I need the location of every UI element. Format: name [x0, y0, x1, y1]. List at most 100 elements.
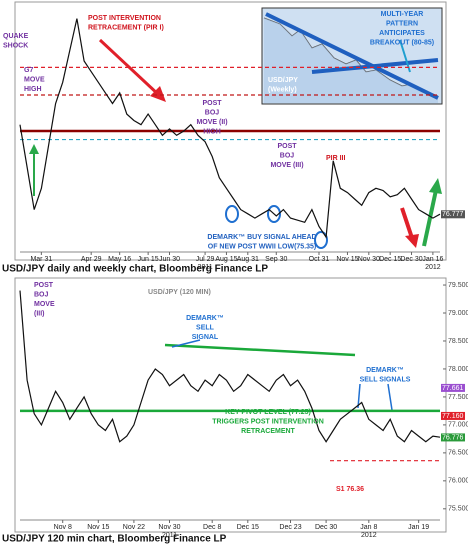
year-label: 2012	[361, 532, 377, 539]
annotation: MOVE	[34, 301, 55, 308]
x-tick-label: Dec 15	[237, 524, 259, 531]
annotation: RETRACEMENT	[241, 428, 295, 435]
annotation: SELL SIGNALS	[360, 376, 411, 383]
annotation: PATTERN	[386, 20, 418, 27]
y-tick-label: 79.000	[448, 310, 468, 317]
price-tag-label: 77.661	[442, 385, 464, 392]
x-tick-label: May 16	[108, 256, 131, 263]
trend-line	[164, 343, 356, 357]
x-tick-label: Jan 19	[408, 524, 429, 531]
price-line	[19, 290, 441, 443]
price-tag	[441, 210, 465, 219]
annotation: BOJ	[280, 152, 295, 159]
x-tick-label: Nov 30	[158, 524, 180, 531]
y-tick-label: 76.500	[448, 450, 468, 457]
weekly-inset	[261, 7, 443, 105]
x-tick-label: Jul 29	[196, 256, 215, 263]
arrow	[422, 189, 438, 247]
annotation: KEY PIVOT LEVEL (77.25)	[225, 409, 311, 416]
caption: USD/JPY 120 min chart, Bloomberg Finance…	[2, 534, 227, 545]
price-tag-label: 77.160	[442, 413, 464, 420]
arrowhead	[29, 144, 39, 154]
arrow	[387, 383, 393, 411]
annotation: QUAKE	[3, 33, 29, 40]
arrow	[357, 383, 361, 409]
y-tick-label: 78.000	[448, 366, 468, 373]
x-tick-label: Dec 15	[379, 256, 401, 263]
arrowhead	[150, 86, 166, 102]
annotation: BREAKOUT (80-85)	[370, 39, 434, 46]
annotation: SIGNAL	[192, 334, 219, 341]
signal-circle	[314, 231, 328, 249]
inset-area	[264, 18, 438, 103]
y-tick-label: 78.500	[448, 338, 468, 345]
x-tick-label: Dec 30	[315, 524, 337, 531]
annotation: POST	[277, 143, 297, 150]
x-tick-label: Jan 16	[422, 256, 443, 263]
price-line	[19, 18, 441, 239]
annotation: HIGH	[24, 86, 42, 93]
trend-line	[311, 58, 439, 74]
y-tick-label: 75.500	[448, 506, 468, 513]
annotation: DEMARK™ BUY SIGNAL AHEAD	[207, 234, 316, 241]
x-tick-label: Dec 23	[279, 524, 301, 531]
x-tick-label: Aug 31	[237, 256, 259, 263]
x-tick-label: Nov 22	[123, 524, 145, 531]
x-tick-label: Nov 15	[336, 256, 358, 263]
caption: USD/JPY daily and weekly chart, Bloomber…	[2, 264, 268, 275]
x-tick-label: Jan 8	[360, 524, 377, 531]
y-tick-label: 77.000	[448, 422, 468, 429]
annotation: HIGH	[203, 128, 221, 135]
y-tick-label: 77.500	[448, 394, 468, 401]
annotation: PIR III	[326, 155, 346, 162]
x-tick-label: Nov 15	[87, 524, 109, 531]
annotation: POST	[202, 100, 222, 107]
year-label: 2011	[198, 264, 213, 271]
signal-circle	[267, 205, 281, 223]
panel-frame	[14, 277, 447, 533]
x-tick-label: Aug 15	[215, 256, 237, 263]
annotation: ANTICIPATES	[379, 30, 425, 37]
annotation: OF NEW POST WWII LOW(75.35)	[208, 243, 317, 250]
price-tag	[441, 383, 465, 392]
arrowhead	[405, 234, 419, 248]
x-tick-label: Nov 8	[54, 524, 72, 531]
annotation: BOJ	[34, 291, 49, 298]
annotation: MULTI-YEAR	[381, 11, 424, 18]
x-tick-label: Mar 31	[30, 256, 52, 263]
chart-title: USD/JPY (120 MIN)	[148, 289, 211, 296]
arrow	[400, 207, 414, 239]
x-tick-label: Apr 29	[81, 256, 102, 263]
annotation: SELL	[196, 324, 215, 331]
annotation: MOVE (III)	[270, 162, 303, 169]
arrow	[98, 38, 162, 98]
trend-line	[265, 12, 439, 100]
year-label: 2012	[425, 264, 441, 271]
x-tick-label: Nov 30	[358, 256, 380, 263]
arrow	[171, 339, 201, 348]
x-tick-label: Dec 30	[400, 256, 422, 263]
x-tick-label: Jun 15	[138, 256, 159, 263]
price-tag	[441, 433, 465, 442]
arrowhead	[429, 178, 442, 194]
annotation: POST	[34, 282, 54, 289]
x-tick-label: Sep 30	[265, 256, 287, 263]
annotation: USD/JPY	[268, 77, 298, 84]
arrow	[399, 39, 411, 73]
annotation: (Weekly)	[268, 86, 297, 93]
y-tick-label: 76.000	[448, 478, 468, 485]
annotation: POST INTERVENTION	[88, 15, 161, 22]
annotation: S1 76.36	[336, 486, 364, 493]
annotation: SHOCK	[3, 42, 28, 49]
price-tag	[441, 411, 465, 420]
annotation: MOVE	[24, 76, 45, 83]
annotation: DEMARK™	[366, 367, 404, 374]
annotation: (III)	[34, 310, 45, 317]
x-tick-label: Oct 31	[309, 256, 330, 263]
signal-circle	[225, 205, 239, 223]
annotation: MOVE (II)	[196, 119, 227, 126]
y-tick-label: 79.500	[448, 282, 468, 289]
year-label: 2011	[162, 532, 177, 539]
